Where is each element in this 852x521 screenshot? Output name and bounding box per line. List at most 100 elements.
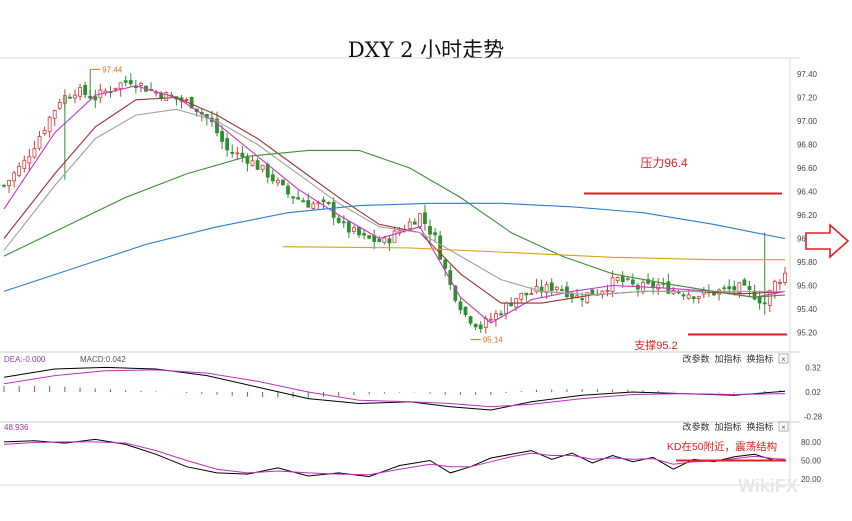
candle-down bbox=[559, 289, 564, 291]
price-axis-ticks: 97.4097.2097.0096.8096.6096.4096.2096.00… bbox=[797, 70, 818, 338]
y-tick-label: 50.00 bbox=[801, 457, 822, 466]
right-arrow-icon bbox=[805, 223, 850, 259]
candle-down bbox=[630, 279, 635, 285]
candle-down bbox=[757, 296, 762, 304]
moving-averages bbox=[3, 85, 786, 324]
candle-up bbox=[783, 272, 787, 283]
candle-down bbox=[732, 286, 737, 291]
candle-down bbox=[478, 324, 483, 330]
kd-annotation: KD在50附近，震荡结构 bbox=[667, 440, 777, 453]
candle-down bbox=[453, 285, 458, 301]
candle-down bbox=[128, 80, 133, 85]
kd-d-line bbox=[3, 441, 786, 476]
candle-up bbox=[57, 102, 62, 109]
candle-down bbox=[722, 287, 727, 290]
y-tick-label: 95.60 bbox=[797, 282, 818, 291]
candle-up bbox=[407, 221, 412, 229]
y-tick-label: 80.00 bbox=[801, 438, 822, 447]
candle-up bbox=[184, 99, 189, 102]
candle-up bbox=[235, 152, 240, 155]
candle-up bbox=[656, 284, 661, 290]
macd-axis-ticks: 0.32 0.02 -0.28 bbox=[804, 363, 823, 421]
kd-axis-ticks: 80.00 50.00 20.00 bbox=[801, 438, 822, 484]
macd-legend-macd: MACD:0.042 bbox=[80, 355, 126, 364]
candle-up bbox=[73, 94, 77, 99]
candle-up bbox=[767, 290, 772, 306]
candle-down bbox=[346, 221, 351, 233]
candle-down bbox=[286, 185, 290, 195]
y-tick-label: 95.80 bbox=[797, 258, 818, 267]
kd-close-box bbox=[778, 421, 789, 432]
macd-button-2[interactable]: 换指标 bbox=[746, 353, 773, 364]
ma-line bbox=[3, 108, 785, 296]
ma-line bbox=[3, 149, 786, 298]
resistance-label: 压力96.4 bbox=[640, 156, 688, 170]
candle-up bbox=[164, 92, 169, 102]
candle-up bbox=[778, 282, 782, 284]
candle-down bbox=[468, 316, 473, 324]
macd-legend-dea: DEA:-0.000 bbox=[4, 355, 46, 364]
candle-down bbox=[341, 221, 346, 224]
macd-button-0[interactable]: 改参数 bbox=[682, 353, 709, 364]
candle-down bbox=[270, 174, 275, 182]
candle-down bbox=[387, 238, 392, 244]
macd-close-icon[interactable]: × bbox=[781, 355, 786, 364]
candle-down bbox=[321, 199, 326, 203]
candle-up bbox=[610, 277, 615, 293]
candle-down bbox=[281, 179, 285, 186]
candle-up bbox=[7, 179, 11, 187]
macd-button-1[interactable]: 加指标 bbox=[714, 353, 741, 364]
macd-dif-line bbox=[3, 366, 786, 411]
candle-down bbox=[377, 239, 382, 243]
y-tick-label: 97.00 bbox=[797, 117, 818, 126]
candle-down bbox=[428, 226, 432, 235]
candle-up bbox=[392, 230, 397, 243]
candle-down bbox=[367, 235, 372, 239]
candle-up bbox=[118, 82, 123, 89]
high-label: 97.44 bbox=[102, 65, 123, 74]
candle-down bbox=[245, 156, 250, 164]
kd-button-1[interactable]: 加指标 bbox=[714, 421, 741, 432]
candle-down bbox=[412, 221, 417, 225]
kd-close-icon[interactable]: × bbox=[781, 423, 786, 432]
kd-button-0[interactable]: 改参数 bbox=[682, 421, 709, 432]
y-tick-label: 97.40 bbox=[797, 70, 818, 79]
kd-button-2[interactable]: 换指标 bbox=[746, 421, 773, 432]
candle-down bbox=[752, 290, 757, 300]
candle-up bbox=[519, 293, 524, 300]
candle-down bbox=[666, 281, 671, 294]
candle-up bbox=[544, 284, 549, 293]
candle-down bbox=[83, 85, 88, 96]
low-label: 95.14 bbox=[483, 336, 504, 345]
candle-down bbox=[443, 259, 448, 269]
candle-down bbox=[291, 196, 295, 199]
candle-up bbox=[605, 290, 610, 292]
macd-close-box bbox=[778, 353, 789, 364]
y-tick-label: 95.20 bbox=[797, 329, 818, 338]
y-tick-label: 0.32 bbox=[805, 363, 821, 372]
candle-down bbox=[255, 160, 260, 170]
candle-down bbox=[727, 286, 732, 290]
macd-dea-line bbox=[3, 369, 786, 408]
y-tick-label: -0.28 bbox=[804, 413, 823, 422]
candle-down bbox=[93, 96, 98, 101]
candle-up bbox=[585, 292, 590, 303]
candle-up bbox=[154, 91, 159, 94]
candles bbox=[2, 69, 787, 334]
candle-down bbox=[296, 197, 301, 200]
candle-up bbox=[22, 159, 27, 169]
y-tick-label: 0.02 bbox=[805, 388, 821, 397]
watermark: WikiFX bbox=[738, 476, 798, 496]
y-tick-label: 96.80 bbox=[797, 141, 818, 150]
candle-down bbox=[524, 292, 529, 296]
candle-up bbox=[37, 136, 42, 149]
candle-up bbox=[504, 302, 508, 314]
candle-up bbox=[417, 213, 422, 227]
candle-down bbox=[691, 296, 696, 299]
candle-up bbox=[352, 227, 356, 232]
candle-down bbox=[590, 289, 595, 296]
candle-up bbox=[260, 164, 265, 170]
candle-up bbox=[32, 148, 37, 158]
candle-up bbox=[686, 294, 691, 299]
